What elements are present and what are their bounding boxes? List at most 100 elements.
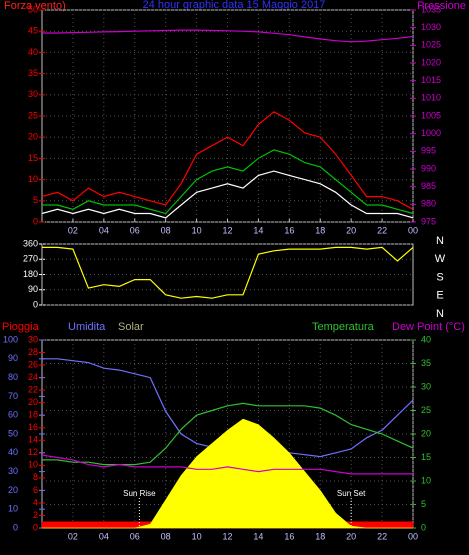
y2-tick-label: 975 (421, 216, 436, 226)
x-tick-label: 06 (130, 225, 140, 235)
y-tick-label: 2 (33, 510, 38, 520)
y3-tick-label: 70 (8, 391, 18, 401)
legend-entry: Solar (118, 321, 144, 333)
y-tick-label: 30 (28, 334, 38, 344)
y3-tick-label: 20 (8, 485, 18, 495)
x-tick-label: 12 (222, 225, 232, 235)
y2-tick-label: 1005 (421, 110, 441, 120)
y-tick-label: 8 (33, 472, 38, 482)
x-tick-label: 08 (161, 531, 171, 541)
y-axis-title: Forza vento) (4, 0, 66, 12)
y2-tick-label: 1025 (421, 40, 441, 50)
y2-axis-title: Pressione (417, 0, 466, 12)
legend-entry: Dew Point (°C) (392, 321, 465, 333)
y-tick-label: 26 (28, 359, 38, 369)
x-tick-label: 16 (284, 531, 294, 541)
y2-tick-label: 25 (421, 405, 431, 415)
annotation: Sun Set (337, 489, 366, 498)
y-tick-label: 6 (33, 485, 38, 495)
y3-tick-label: 80 (8, 372, 18, 382)
x-tick-label: 22 (377, 531, 387, 541)
y2-tick-label: 985 (421, 181, 436, 191)
line (42, 149, 414, 215)
y2-tick-label: 40 (421, 334, 431, 344)
area (42, 418, 413, 529)
x-tick-label: 10 (192, 531, 202, 541)
y-tick-label: 14 (28, 435, 38, 445)
annotation: Sun Rise (123, 489, 156, 498)
y-tick-label: 20 (28, 397, 38, 407)
y-tick-label: 25 (28, 110, 38, 120)
y-tick-label: 18 (28, 410, 38, 420)
y2-tick-label: 1000 (421, 128, 441, 138)
y3-tick-label: 0 (13, 522, 18, 532)
y2-tick-label: 5 (421, 499, 426, 509)
y3-tick-label: 60 (8, 410, 18, 420)
y2-tick-label: 1010 (421, 93, 441, 103)
compass-label: N (436, 308, 444, 320)
compass-label: E (436, 290, 443, 302)
y-tick-label: 0 (33, 522, 38, 532)
y-tick-label: 90 (28, 284, 38, 294)
y2-tick-label: 980 (421, 199, 436, 209)
x-tick-label: 00 (408, 225, 418, 235)
x-tick-label: 02 (68, 531, 78, 541)
y-tick-label: 5 (33, 195, 38, 205)
x-tick-label: 20 (346, 225, 356, 235)
chart-title: 24 hour graphic data 15 Maggio 2017 (143, 0, 326, 11)
x-tick-label: 22 (377, 225, 387, 235)
y3-tick-label: 50 (8, 428, 18, 438)
y2-tick-label: 0 (421, 522, 426, 532)
y-tick-label: 4 (33, 497, 38, 507)
line (41, 454, 413, 475)
y-tick-label: 40 (28, 47, 38, 57)
y2-tick-label: 20 (421, 428, 431, 438)
y-tick-label: 24 (28, 372, 38, 382)
y2-tick-label: 35 (421, 358, 431, 368)
y-tick-label: 30 (28, 89, 38, 99)
y2-tick-label: 1015 (421, 75, 441, 85)
x-tick-label: 20 (346, 531, 356, 541)
y3-tick-label: 30 (8, 466, 18, 476)
y-tick-label: 10 (28, 174, 38, 184)
y3-tick-label: 10 (8, 504, 18, 514)
x-tick-label: 12 (222, 531, 232, 541)
legend-entry: Pioggia (2, 321, 40, 333)
x-tick-label: 16 (284, 225, 294, 235)
line (41, 111, 414, 210)
y-tick-label: 15 (28, 153, 38, 163)
y-tick-label: 0 (33, 299, 38, 309)
x-tick-label: 10 (192, 225, 202, 235)
line (42, 402, 414, 466)
x-tick-label: 04 (99, 531, 109, 541)
x-tick-label: 14 (253, 225, 263, 235)
y-tick-label: 22 (28, 385, 38, 395)
y-tick-label: 360 (23, 238, 38, 248)
y2-tick-label: 1020 (421, 57, 441, 67)
y2-tick-label: 10 (421, 475, 431, 485)
y-tick-label: 10 (28, 460, 38, 470)
legend-entry: Umidita (68, 321, 106, 333)
y2-tick-label: 990 (421, 163, 436, 173)
compass-label: W (435, 253, 446, 265)
x-tick-label: 08 (161, 225, 171, 235)
y-tick-label: 45 (28, 26, 38, 36)
y-tick-label: 35 (28, 68, 38, 78)
y-tick-label: 16 (28, 422, 38, 432)
y2-tick-label: 995 (421, 146, 436, 156)
y-tick-label: 28 (28, 347, 38, 357)
line (42, 29, 414, 43)
y3-tick-label: 100 (3, 334, 18, 344)
y-tick-label: 180 (23, 269, 38, 279)
y2-tick-label: 1035 (421, 4, 441, 14)
line (41, 170, 414, 219)
x-tick-label: 18 (315, 531, 325, 541)
line (42, 246, 414, 299)
y-tick-label: 12 (28, 447, 38, 457)
y3-tick-label: 90 (8, 353, 18, 363)
x-tick-label: 00 (408, 531, 418, 541)
x-tick-label: 02 (68, 225, 78, 235)
compass-label: N (436, 235, 444, 247)
x-tick-label: 18 (315, 225, 325, 235)
